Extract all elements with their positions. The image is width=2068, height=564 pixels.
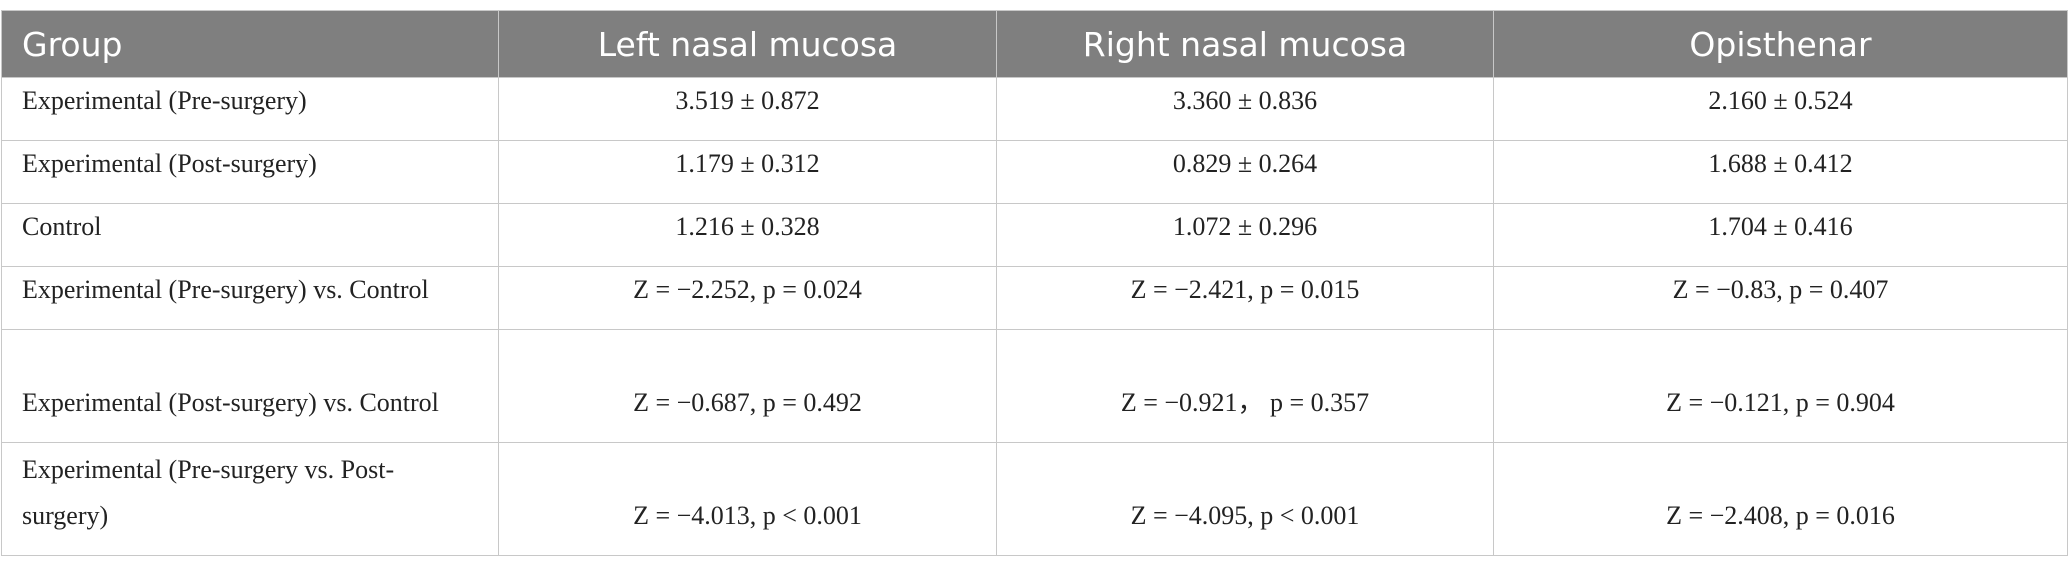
value-cell: 0.829 ± 0.264 — [996, 140, 1494, 204]
value-cell: Z = −4.095, p < 0.001 — [996, 442, 1494, 556]
value-cell: 1.179 ± 0.312 — [498, 140, 997, 204]
value-cell: Z = −0.83, p = 0.407 — [1493, 266, 2068, 330]
table-row: Experimental (Pre-surgery) 3.519 ± 0.872 3… — [1, 77, 2068, 141]
value-cell: Z = −0.921， p = 0.357 — [996, 329, 1494, 443]
table-row: Experimental (Pre-surgery vs. Post-surge… — [1, 442, 2068, 556]
value-cell: Z = −0.121, p = 0.904 — [1493, 329, 2068, 443]
table-row: Experimental (Post-surgery) 1.179 ± 0.312… — [1, 140, 2068, 204]
table-row: Control 1.216 ± 0.328 1.072 ± 0.296 1.704 ±… — [1, 203, 2068, 267]
header-cell: Left nasal mucosa — [498, 10, 997, 78]
value-cell: Z = −2.408, p = 0.016 — [1493, 442, 2068, 556]
value-cell: 2.160 ± 0.524 — [1493, 77, 2068, 141]
header-row: Group Left nasal mucosa Right nasal mucosa… — [1, 10, 2068, 78]
group-cell: Experimental (Post-surgery) — [1, 140, 499, 204]
table-container: Group Left nasal mucosa Right nasal mucosa… — [0, 10, 2068, 556]
value-cell: 1.216 ± 0.328 — [498, 203, 997, 267]
group-cell: Experimental (Pre-surgery) — [1, 77, 499, 141]
group-cell: Experimental (Pre-surgery vs. Post-surge… — [1, 442, 499, 556]
header-cell: Right nasal mucosa — [996, 10, 1494, 78]
value-cell: 1.072 ± 0.296 — [996, 203, 1494, 267]
value-cell: Z = −2.252, p = 0.024 — [498, 266, 997, 330]
value-cell: Z = −0.687, p = 0.492 — [498, 329, 997, 443]
table-body: Experimental (Pre-surgery) 3.519 ± 0.872 3… — [1, 77, 2068, 556]
value-cell: 3.360 ± 0.836 — [996, 77, 1494, 141]
group-cell: Control — [1, 203, 499, 267]
table-row: Experimental (Post-surgery) vs. Control Z… — [1, 329, 2068, 443]
value-cell: 1.704 ± 0.416 — [1493, 203, 2068, 267]
table-row: Experimental (Pre-surgery) vs. Control Z … — [1, 266, 2068, 330]
value-cell: Z = −2.421, p = 0.015 — [996, 266, 1494, 330]
header-cell: Group — [1, 10, 499, 78]
group-cell: Experimental (Pre-surgery) vs. Control — [1, 266, 499, 330]
value-cell: 3.519 ± 0.872 — [498, 77, 997, 141]
value-cell: 1.688 ± 0.412 — [1493, 140, 2068, 204]
results-table: Group Left nasal mucosa Right nasal mucosa… — [1, 10, 2068, 556]
header-cell: Opisthenar — [1493, 10, 2068, 78]
group-cell: Experimental (Post-surgery) vs. Control — [1, 329, 499, 443]
value-cell: Z = −4.013, p < 0.001 — [498, 442, 997, 556]
